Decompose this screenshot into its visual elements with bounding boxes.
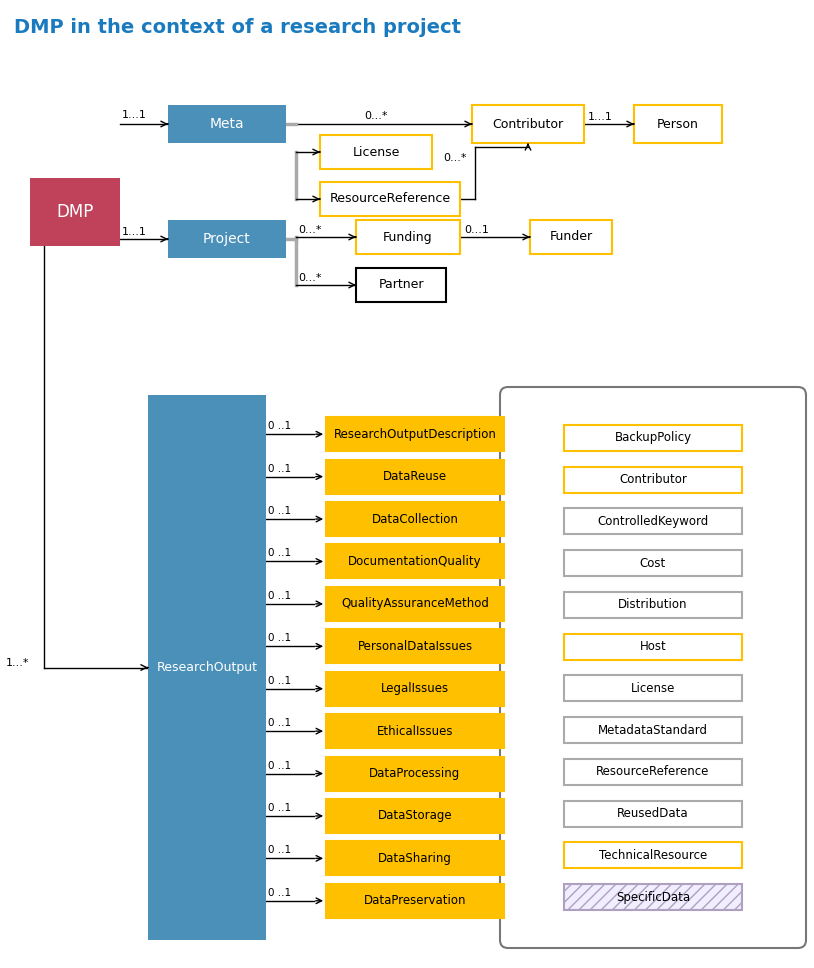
Bar xyxy=(148,395,266,940)
Bar xyxy=(564,717,742,743)
Text: DMP in the context of a research project: DMP in the context of a research project xyxy=(14,18,461,37)
Bar xyxy=(326,502,504,536)
Bar xyxy=(472,105,584,143)
Bar xyxy=(326,544,504,579)
Bar xyxy=(326,841,504,875)
Text: Meta: Meta xyxy=(210,117,244,131)
Bar xyxy=(564,550,742,576)
Text: 0...*: 0...* xyxy=(443,153,466,163)
Text: SpecificData: SpecificData xyxy=(616,891,690,903)
Bar xyxy=(326,672,504,706)
Text: License: License xyxy=(352,145,400,159)
Bar xyxy=(168,220,286,258)
Bar xyxy=(30,178,120,246)
Bar xyxy=(320,182,460,216)
Text: DataProcessing: DataProcessing xyxy=(370,767,461,780)
Bar xyxy=(564,634,742,659)
Text: 0 ..1: 0 ..1 xyxy=(268,718,291,728)
Text: 1...1: 1...1 xyxy=(122,110,147,120)
Text: Funding: Funding xyxy=(383,230,433,244)
Text: QualityAssuranceMethod: QualityAssuranceMethod xyxy=(341,597,489,611)
Bar xyxy=(356,268,446,302)
Text: 0 ..1: 0 ..1 xyxy=(268,845,291,856)
Bar xyxy=(564,759,742,785)
Bar xyxy=(320,135,432,169)
Text: Partner: Partner xyxy=(379,279,424,291)
Text: Cost: Cost xyxy=(640,557,666,569)
Text: Funder: Funder xyxy=(549,230,593,244)
Text: MetadataStandard: MetadataStandard xyxy=(598,724,708,737)
Bar xyxy=(564,801,742,827)
Text: 0 ..1: 0 ..1 xyxy=(268,421,291,431)
Bar xyxy=(326,884,504,918)
Bar xyxy=(326,799,504,832)
Text: DataPreservation: DataPreservation xyxy=(364,894,466,907)
Bar xyxy=(564,676,742,702)
Text: ControlledKeyword: ControlledKeyword xyxy=(597,515,709,528)
Bar xyxy=(564,591,742,618)
Bar xyxy=(564,467,742,493)
Text: Person: Person xyxy=(657,117,699,131)
Text: ResearchOutput: ResearchOutput xyxy=(156,661,257,674)
Text: 0...1: 0...1 xyxy=(464,225,489,235)
Bar xyxy=(564,884,742,910)
Text: ResourceReference: ResourceReference xyxy=(597,766,710,778)
Text: 0...*: 0...* xyxy=(298,273,322,283)
Text: ReusedData: ReusedData xyxy=(617,807,689,820)
Text: EthicalIssues: EthicalIssues xyxy=(377,725,453,738)
Text: BackupPolicy: BackupPolicy xyxy=(615,432,692,444)
Text: Contributor: Contributor xyxy=(492,117,563,131)
Text: DataSharing: DataSharing xyxy=(378,852,452,864)
Bar xyxy=(326,714,504,748)
Text: 0 ..1: 0 ..1 xyxy=(268,888,291,897)
Bar xyxy=(634,105,722,143)
Text: ResourceReference: ResourceReference xyxy=(330,193,451,205)
Text: Distribution: Distribution xyxy=(619,598,688,612)
Bar xyxy=(326,417,504,451)
Text: TechnicalResource: TechnicalResource xyxy=(599,849,707,862)
Text: Host: Host xyxy=(640,640,667,653)
Bar xyxy=(530,220,612,254)
Text: 1...1: 1...1 xyxy=(122,227,147,237)
Text: 0 ..1: 0 ..1 xyxy=(268,549,291,559)
Text: Contributor: Contributor xyxy=(619,473,687,486)
Bar xyxy=(326,587,504,620)
Text: 0 ..1: 0 ..1 xyxy=(268,633,291,644)
Text: LegalIssues: LegalIssues xyxy=(381,682,449,695)
Text: PersonalDataIssues: PersonalDataIssues xyxy=(357,640,473,652)
Text: 0 ..1: 0 ..1 xyxy=(268,761,291,771)
Text: 0 ..1: 0 ..1 xyxy=(268,590,291,601)
Bar xyxy=(564,425,742,451)
Text: DocumentationQuality: DocumentationQuality xyxy=(348,555,482,568)
Text: 0...*: 0...* xyxy=(364,111,387,121)
Text: 0 ..1: 0 ..1 xyxy=(268,464,291,473)
Bar xyxy=(564,842,742,868)
Bar xyxy=(564,508,742,534)
Text: Project: Project xyxy=(204,232,251,246)
Text: 0...*: 0...* xyxy=(298,225,322,235)
Text: 0 ..1: 0 ..1 xyxy=(268,803,291,813)
Text: ResearchOutputDescription: ResearchOutputDescription xyxy=(334,428,497,440)
Text: DMP: DMP xyxy=(56,203,94,221)
Bar xyxy=(168,105,286,143)
Text: DataReuse: DataReuse xyxy=(383,470,447,483)
Bar xyxy=(326,757,504,791)
Text: License: License xyxy=(631,681,675,695)
Text: 1...1: 1...1 xyxy=(588,112,613,122)
FancyBboxPatch shape xyxy=(500,387,806,948)
Bar xyxy=(326,629,504,663)
Text: DataCollection: DataCollection xyxy=(371,512,458,526)
Bar xyxy=(356,220,460,254)
Text: 0 ..1: 0 ..1 xyxy=(268,676,291,685)
Text: DataStorage: DataStorage xyxy=(378,809,453,823)
Text: 0 ..1: 0 ..1 xyxy=(268,506,291,516)
Bar xyxy=(326,460,504,494)
Text: 1...*: 1...* xyxy=(6,657,29,668)
